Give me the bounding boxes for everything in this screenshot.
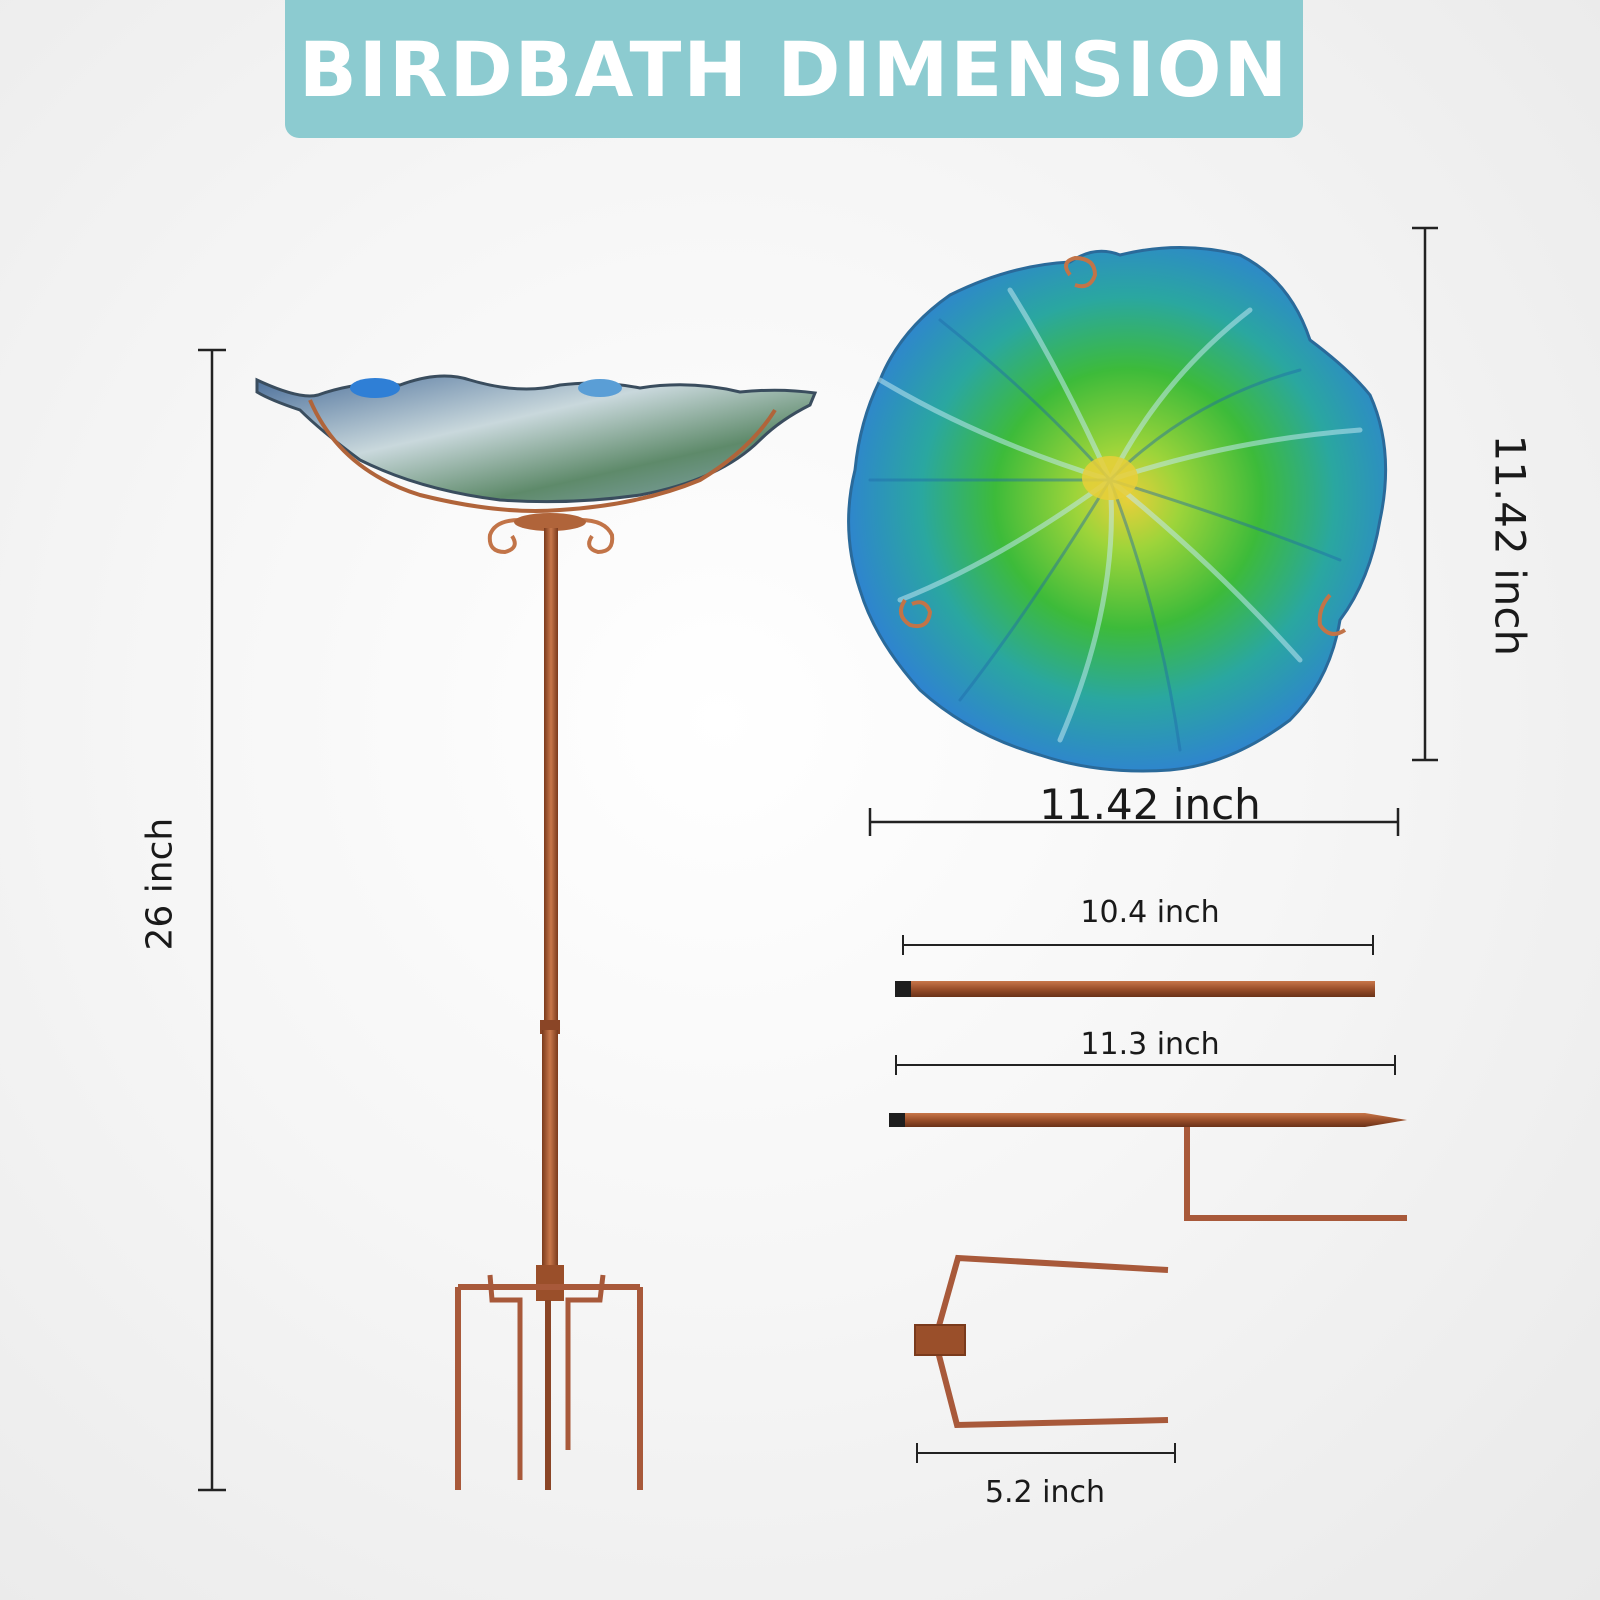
upper-pole-label: 10.4 inch: [1080, 895, 1220, 930]
total-height-label: 26 inch: [139, 817, 181, 951]
fork-width-label: 5.2 inch: [984, 1475, 1106, 1510]
page-title: BIRDBATH DIMENSION: [298, 24, 1290, 114]
height-dimension-line: [198, 348, 226, 1492]
fork-stake: [914, 1254, 1169, 1429]
birdbath-top-view: [847, 246, 1388, 773]
bowl-height-label: 11.42 inch: [1485, 434, 1535, 657]
upper-pole-dimension-line: [902, 935, 1374, 955]
bowl-width-dimension-line: [868, 808, 1400, 836]
upper-pole: [895, 981, 1375, 997]
bowl-height-dimension-line: [1412, 226, 1438, 762]
lower-pole-label: 11.3 inch: [1080, 1027, 1220, 1062]
birdbath-side-view: [255, 374, 818, 1490]
lower-pole-with-stake: [889, 1113, 1407, 1221]
fork-width-dimension-line: [916, 1443, 1176, 1463]
bowl-width-label: 11.42 inch: [1039, 780, 1261, 829]
lower-pole-dimension-line: [895, 1055, 1396, 1075]
title-banner: BIRDBATH DIMENSION: [285, 0, 1303, 138]
